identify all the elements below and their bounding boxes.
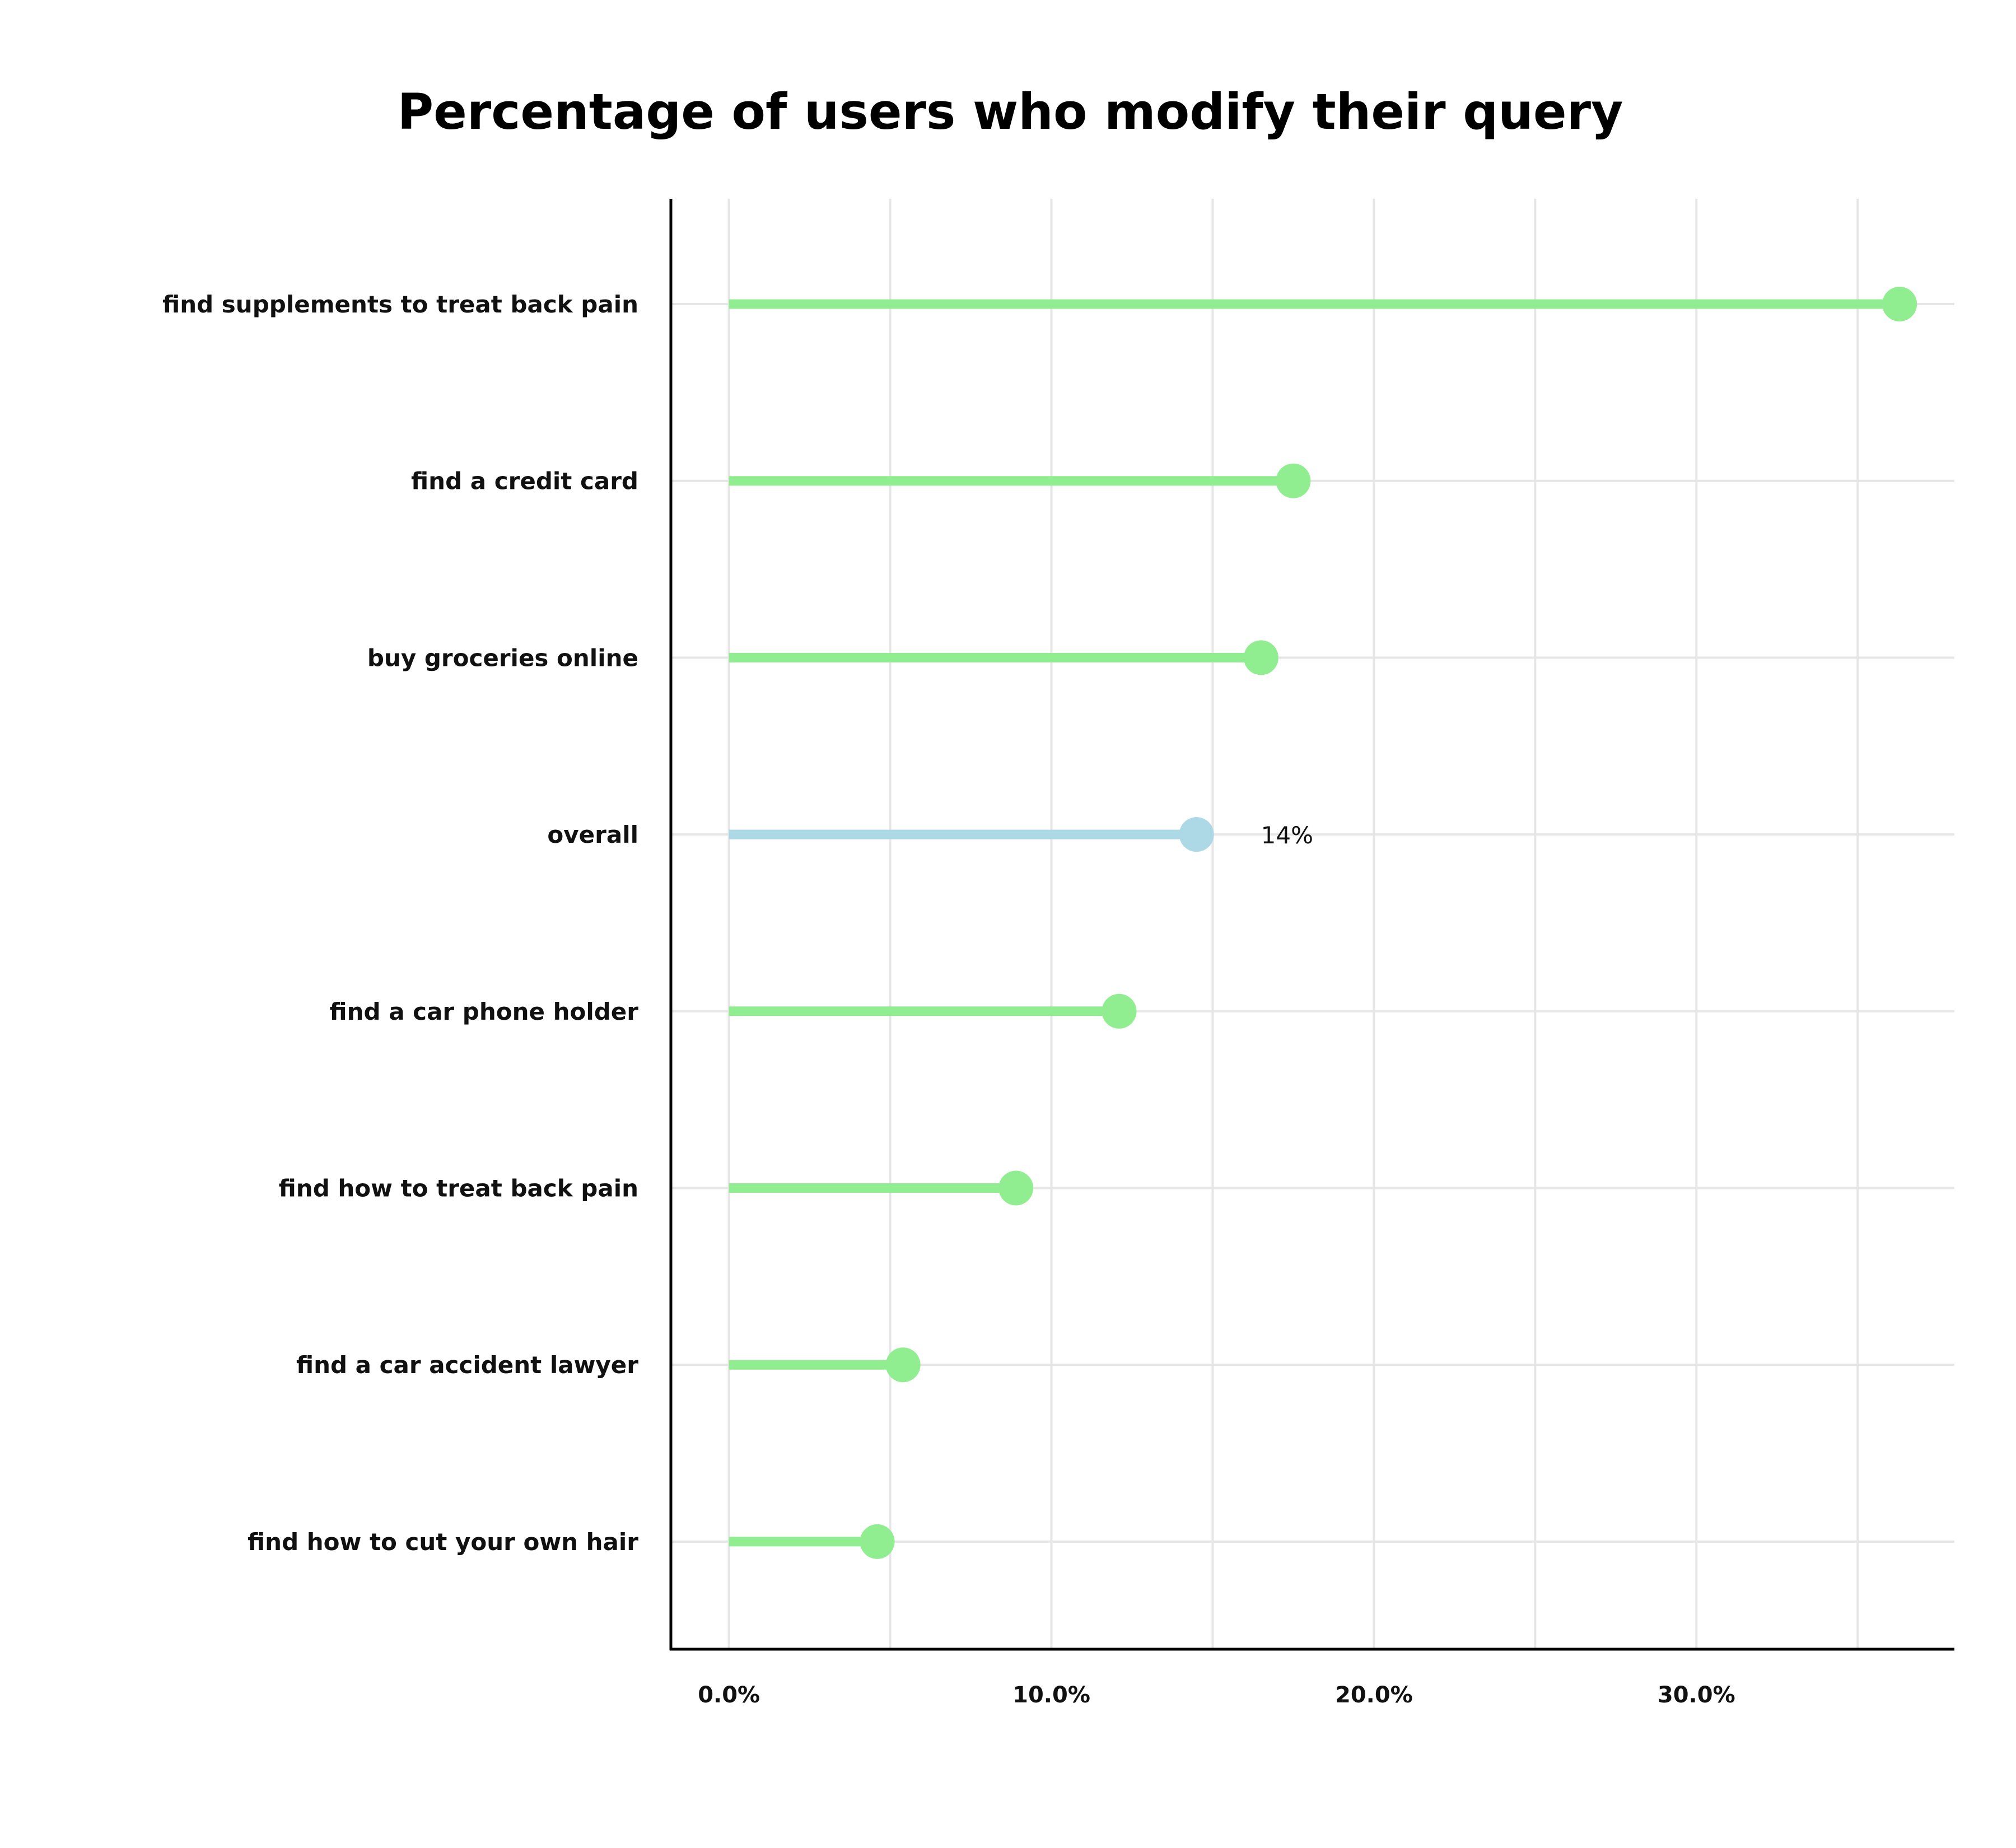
lollipop-dot [998, 1170, 1034, 1206]
lollipop-dot [885, 1347, 921, 1383]
chart-title: Percentage of users who modify their que… [398, 83, 1623, 141]
lollipop-dots [860, 287, 1917, 1559]
axes [669, 199, 1954, 1651]
lollipop-dot [1276, 463, 1311, 498]
category-label: find a credit card [411, 468, 638, 495]
x-tick-labels: 0.0% 10.0% 20.0% 30.0% [698, 1682, 1735, 1708]
lollipop-dot [860, 1524, 895, 1559]
data-label: 14% [1261, 822, 1313, 849]
category-label: find how to treat back pain [279, 1175, 638, 1202]
category-label: buy groceries online [367, 644, 638, 671]
lollipop-dot [1243, 640, 1278, 675]
category-labels: find supplements to treat back pain find … [162, 291, 638, 1556]
lollipop-stems [729, 299, 1900, 1547]
category-label: find a car phone holder [330, 998, 639, 1025]
lollipop-dot [1102, 993, 1137, 1029]
category-label: find a car accident lawyer [296, 1351, 638, 1379]
x-tick-label: 10.0% [1012, 1682, 1090, 1708]
category-label: find supplements to treat back pain [162, 291, 638, 318]
x-tick-label: 30.0% [1658, 1682, 1735, 1708]
lollipop-dot [1882, 287, 1917, 321]
data-labels: 14% [1261, 822, 1313, 849]
category-label: find how to cut your own hair [248, 1528, 638, 1556]
lollipop-dot [1179, 817, 1214, 852]
category-label: overall [547, 821, 638, 848]
x-tick-label: 20.0% [1335, 1682, 1413, 1708]
x-tick-label: 0.0% [698, 1682, 760, 1708]
